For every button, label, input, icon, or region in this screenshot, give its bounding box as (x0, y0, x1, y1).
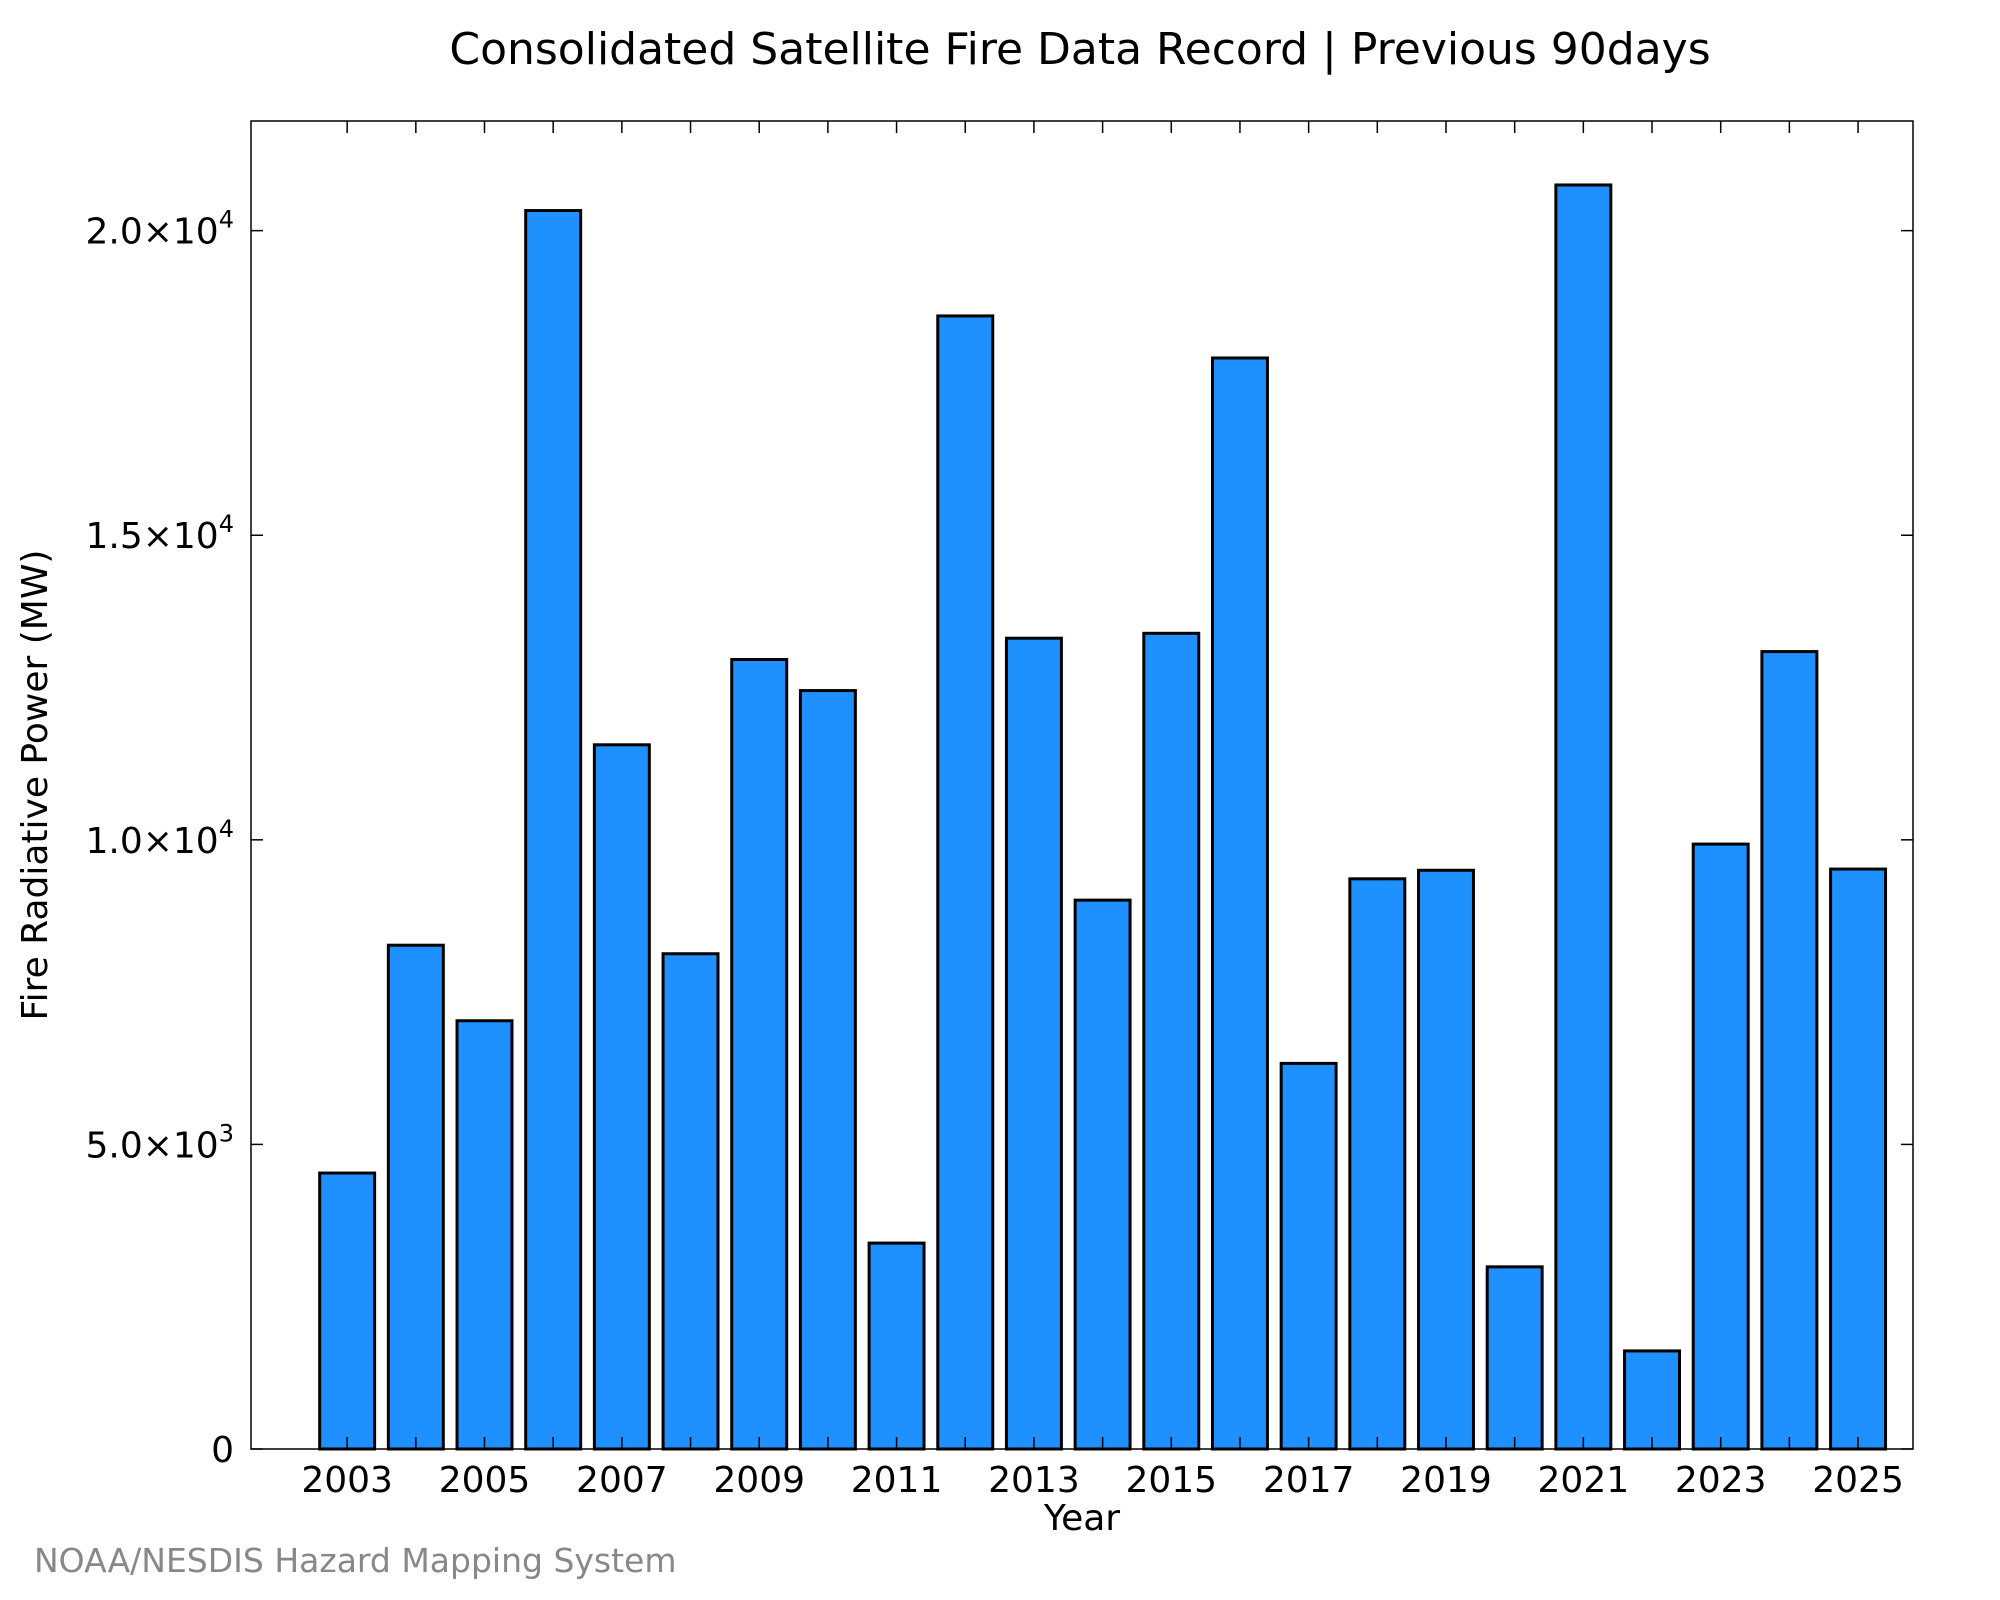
bar-2016 (1210, 356, 1269, 1451)
bar-2018 (1348, 877, 1407, 1451)
y-tick-label-15000: 1.5×104 (85, 510, 234, 557)
bar-2005 (455, 1019, 514, 1451)
x-tick-label-2007: 2007 (576, 1460, 668, 1501)
x-axis-label: Year (1043, 1498, 1120, 1539)
bar-2012 (936, 314, 995, 1451)
plot-frame (250, 120, 1914, 1450)
x-tick-label-2015: 2015 (1125, 1460, 1217, 1501)
x-tick-label-2025: 2025 (1812, 1460, 1904, 1501)
y-tick-label-10000: 1.0×104 (85, 815, 234, 862)
x-tick-label-2011: 2011 (851, 1460, 943, 1501)
credit-text: NOAA/NESDIS Hazard Mapping System (34, 1541, 677, 1580)
bar-2008 (661, 952, 720, 1451)
x-tick-label-2017: 2017 (1263, 1460, 1355, 1501)
bars-group (318, 183, 1888, 1451)
x-tick-label-2019: 2019 (1400, 1460, 1492, 1501)
bar-2023 (1691, 842, 1750, 1451)
bar-2015 (1142, 631, 1201, 1451)
bar-2019 (1417, 868, 1475, 1451)
bar-2007 (592, 743, 651, 1451)
x-tick-label-2013: 2013 (988, 1460, 1080, 1501)
y-tick-label-5000: 5.0×103 (85, 1119, 234, 1166)
x-tick-label-2003: 2003 (301, 1460, 393, 1501)
bar-2009 (730, 658, 789, 1451)
bar-2003 (318, 1171, 377, 1451)
x-tick-labels: 2003 2005 2007 2009 2011 2013 2015 2017 2019 2021… (301, 1460, 1904, 1501)
bar-2010 (798, 689, 857, 1451)
y-axis-label: Fire Radiative Power (MW) (15, 550, 56, 1021)
chart-title: Consolidated Satellite Fire Data Record … (449, 24, 1710, 75)
y-tick-label-0: 0 (211, 1430, 234, 1471)
bar-2004 (386, 943, 445, 1451)
bar-2006 (524, 209, 583, 1451)
bar-2011 (867, 1241, 926, 1451)
bar-2017 (1279, 1061, 1338, 1451)
x-tick-label-2023: 2023 (1675, 1460, 1767, 1501)
bar-2025 (1829, 867, 1888, 1451)
bar-2020 (1485, 1265, 1544, 1451)
bar-2024 (1760, 650, 1819, 1451)
y-tick-label-20000: 2.0×104 (85, 206, 234, 253)
x-tick-label-2005: 2005 (439, 1460, 531, 1501)
bar-2014 (1073, 898, 1132, 1451)
bar-2021 (1554, 183, 1613, 1451)
bar-2013 (1004, 636, 1063, 1451)
x-tick-label-2021: 2021 (1538, 1460, 1630, 1501)
bar-2022 (1623, 1349, 1681, 1451)
x-tick-label-2009: 2009 (713, 1460, 805, 1501)
y-tick-labels: 0 5.0×103 1.0×104 1.5×104 2.0×104 (85, 206, 234, 1471)
